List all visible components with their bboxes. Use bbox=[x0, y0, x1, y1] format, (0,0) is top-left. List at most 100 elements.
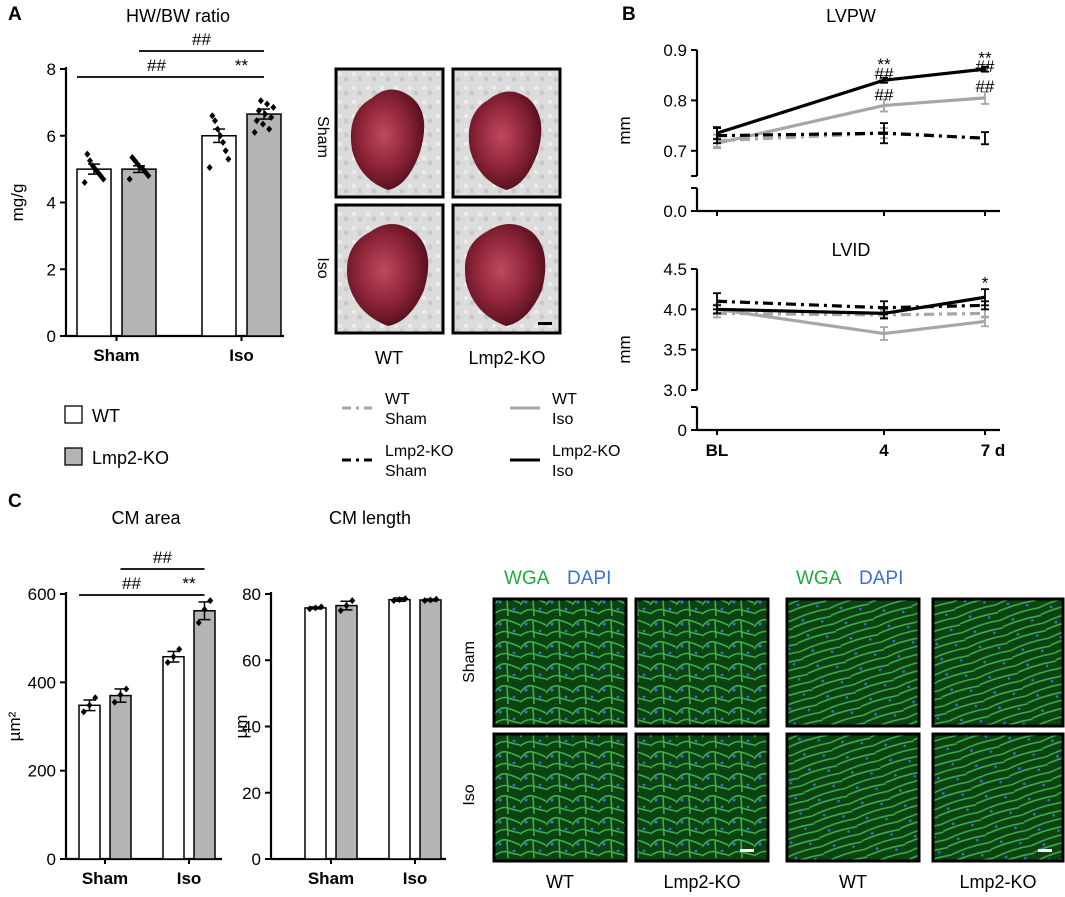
x-tick-label: 4 bbox=[879, 441, 889, 460]
legend-b-wt-sham-2: Sham bbox=[385, 411, 427, 428]
heart-image-ko-iso bbox=[451, 203, 562, 335]
bar bbox=[76, 168, 112, 337]
micrograph-ko-iso-long bbox=[931, 732, 1065, 863]
y-tick-label: 0.9 bbox=[663, 41, 687, 60]
micro-scale-bar-1 bbox=[740, 849, 754, 852]
data-point bbox=[170, 653, 177, 661]
heart-image-wt-sham bbox=[334, 67, 445, 199]
data-point bbox=[129, 153, 136, 161]
bar bbox=[304, 607, 327, 860]
bar bbox=[388, 598, 411, 860]
y-tick-label: 80 bbox=[242, 585, 261, 604]
significance-marker: ## bbox=[153, 548, 172, 567]
legend-label-wt: WT bbox=[92, 406, 120, 426]
significance-marker: ## bbox=[976, 57, 995, 76]
data-point bbox=[222, 147, 229, 155]
data-point bbox=[253, 117, 260, 125]
significance-marker: ** bbox=[235, 56, 249, 75]
chart-cm-area: CM area µm² 0 200 400 600 Sham Iso ## ** ## bbox=[5, 508, 222, 888]
micro-row-label-sham: Sham bbox=[461, 641, 478, 683]
y-tick-label: 40 bbox=[242, 718, 261, 737]
data-point bbox=[86, 157, 93, 165]
data-point bbox=[251, 128, 258, 136]
significance-marker: * bbox=[982, 274, 989, 293]
data-point bbox=[84, 150, 91, 158]
bar bbox=[162, 655, 185, 860]
chart-title: LVPW bbox=[826, 6, 876, 26]
y-tick-label: 60 bbox=[242, 651, 261, 670]
significance-marker: ## bbox=[147, 56, 166, 75]
heart-image-wt-iso bbox=[334, 203, 445, 335]
y-axis-label: µm² bbox=[5, 711, 24, 741]
micrograph-wt-iso-cross bbox=[492, 732, 628, 863]
bar bbox=[121, 168, 157, 337]
data-point bbox=[312, 604, 319, 612]
y-tick-label: 0.0 bbox=[663, 202, 687, 221]
x-tick-label: Sham bbox=[82, 869, 128, 888]
legend-swatch-wt bbox=[64, 405, 83, 424]
x-tick-label: Sham bbox=[93, 346, 139, 365]
legend-label-lmp2ko: Lmp2-KO bbox=[92, 448, 169, 468]
y-tick-label: 3.5 bbox=[663, 341, 687, 360]
data-point bbox=[427, 596, 434, 604]
legend-b: WT Sham WT Iso Lmp2-KO Sham Lmp2-KO Iso bbox=[342, 391, 620, 480]
micro-col-label-wt-1: WT bbox=[546, 872, 574, 892]
micrograph-ko-sham-cross bbox=[634, 597, 770, 728]
chart-hwbw: HW/BW ratio mg/g 0 2 4 6 8 Sham Iso ## ** ## bbox=[8, 6, 284, 365]
x-tick-label: 7 d bbox=[981, 441, 1006, 460]
y-axis-label: mm bbox=[615, 335, 634, 363]
bar bbox=[246, 113, 282, 337]
data-point bbox=[164, 658, 171, 666]
data-point bbox=[433, 595, 440, 603]
data-point bbox=[211, 117, 218, 125]
data-point bbox=[225, 155, 232, 163]
data-point bbox=[195, 619, 202, 627]
bar bbox=[109, 694, 132, 860]
micro-col-label-ko-2: Lmp2-KO bbox=[959, 872, 1036, 892]
data-point bbox=[268, 113, 275, 121]
data-point bbox=[318, 603, 325, 611]
legend-swatch-lmp2ko bbox=[64, 447, 83, 466]
heart-row-label-sham: Sham bbox=[314, 116, 331, 158]
data-point bbox=[257, 97, 264, 105]
significance-marker: ## bbox=[875, 65, 894, 84]
y-tick-label: 20 bbox=[242, 784, 261, 803]
significance-marker: ## bbox=[875, 85, 894, 104]
y-tick-label: 400 bbox=[28, 673, 56, 692]
data-point bbox=[92, 694, 99, 702]
data-point bbox=[81, 178, 88, 186]
data-point bbox=[207, 597, 214, 605]
data-point bbox=[209, 112, 216, 120]
data-point bbox=[89, 162, 96, 170]
data-point bbox=[80, 708, 87, 716]
legend-b-ko-sham-1: Lmp2-KO bbox=[385, 443, 453, 460]
data-point bbox=[201, 605, 208, 613]
data-point bbox=[402, 595, 409, 603]
y-tick-label: 0 bbox=[47, 327, 56, 346]
micrograph-wt-iso-long bbox=[785, 732, 921, 863]
data-point bbox=[255, 107, 262, 115]
y-tick-label: 3.0 bbox=[663, 381, 687, 400]
legend-b-ko-sham-2: Sham bbox=[385, 463, 427, 480]
bar bbox=[193, 610, 216, 860]
chart-title: LVID bbox=[832, 240, 871, 260]
heart-image-grid: Sham Iso WT Lmp2-KO bbox=[314, 67, 562, 368]
data-point bbox=[264, 100, 271, 108]
micro-row-label-iso: Iso bbox=[461, 784, 478, 805]
significance-marker: ** bbox=[877, 55, 891, 74]
panel-letter-c: C bbox=[8, 491, 22, 512]
legend-b-wt-sham-1: WT bbox=[385, 391, 410, 408]
y-tick-label: 2 bbox=[47, 260, 56, 279]
bar bbox=[78, 704, 101, 860]
legend-b-ko-iso-2: Iso bbox=[552, 463, 573, 480]
legend-b-wt-iso-1: WT bbox=[552, 391, 577, 408]
stain-label-wga-1: WGA bbox=[504, 568, 550, 589]
x-tick-label: BL bbox=[706, 441, 729, 460]
y-tick-label: 0 bbox=[678, 421, 687, 440]
y-tick-label: 0 bbox=[252, 850, 261, 869]
heart-col-label-wt: WT bbox=[375, 348, 403, 368]
x-tick-label: Sham bbox=[308, 869, 354, 888]
heart-image-ko-sham bbox=[451, 67, 562, 199]
x-tick-label: Iso bbox=[403, 869, 428, 888]
